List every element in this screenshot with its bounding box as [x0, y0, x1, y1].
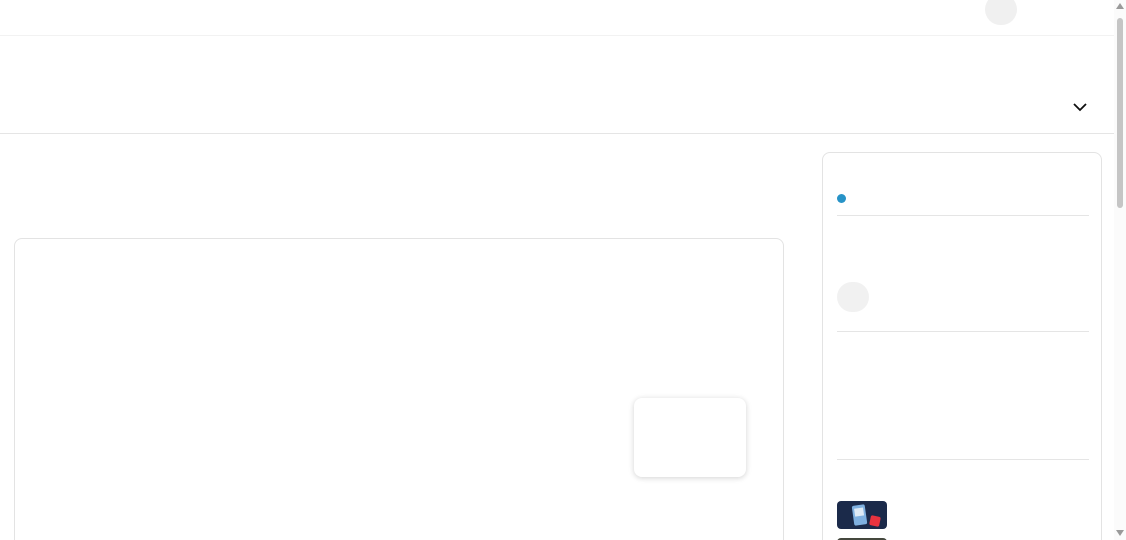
page-scrollbar[interactable] — [1114, 0, 1126, 540]
next-video-thumbnail-partial — [837, 538, 887, 540]
views-chart[interactable] — [15, 335, 783, 540]
divider — [837, 215, 1089, 216]
realtime-status — [837, 194, 852, 203]
divider — [837, 331, 1089, 332]
chevron-down-icon[interactable] — [1070, 97, 1090, 122]
header-divider — [0, 35, 1114, 36]
top-content-item[interactable] — [837, 500, 1087, 530]
thumbnail-phone-graphic — [851, 504, 868, 526]
realtime-card — [822, 152, 1102, 540]
realtime-bars-chart[interactable] — [837, 386, 1089, 430]
scrollbar-thumb[interactable] — [1117, 18, 1123, 208]
thumbnail-red-graphic — [869, 515, 881, 527]
scrollbar-up-arrow-icon[interactable] — [1116, 3, 1124, 9]
scrollbar-down-arrow-icon[interactable] — [1116, 530, 1124, 536]
divider — [837, 459, 1089, 460]
tabs-divider — [0, 133, 1126, 134]
date-range-picker[interactable] — [889, 85, 1101, 88]
metric-tabs — [15, 239, 783, 335]
video-thumbnail — [837, 501, 887, 529]
chart-tooltip — [634, 398, 746, 477]
advanced-mode-button[interactable] — [985, 0, 1017, 25]
live-dot-icon — [837, 194, 846, 203]
see-live-count-button[interactable] — [837, 282, 869, 312]
analytics-card — [14, 238, 784, 540]
